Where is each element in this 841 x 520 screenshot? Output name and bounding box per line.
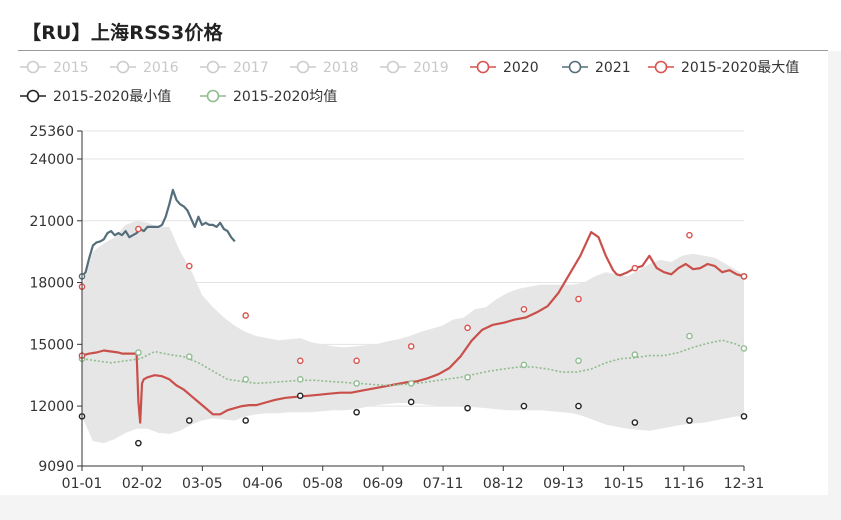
max-marker-11 (686, 231, 693, 239)
legend-item-7[interactable]: 2015-2020最大值 (648, 60, 799, 76)
legend-marker-2 (206, 60, 220, 74)
legend-label-6: 2021 (595, 60, 631, 76)
x-tick-label-8: 09-13 (543, 476, 584, 492)
legend-label-4: 2019 (413, 60, 449, 76)
bottom-margin (0, 495, 841, 520)
legend-marker-7 (654, 60, 668, 74)
legend-marker-4 (386, 60, 400, 74)
legend-item-2[interactable]: 2017 (200, 60, 269, 76)
legend-label-2: 2017 (233, 60, 269, 76)
legend-item-5[interactable]: 2020 (470, 60, 539, 76)
mean-marker-2 (186, 353, 193, 360)
mean-marker-4 (296, 376, 304, 383)
range-band (82, 220, 744, 444)
min-marker-7 (464, 404, 471, 412)
x-tick-label-11: 12-31 (724, 476, 765, 492)
mean-marker-3 (242, 376, 249, 383)
legend-label-8: 2015-2020最小值 (53, 89, 171, 105)
min-marker-4 (296, 392, 304, 400)
mean-marker-10 (631, 351, 639, 358)
y-tick-label-5: 24000 (29, 152, 74, 168)
max-marker-5 (353, 357, 360, 365)
y-tick-label-4: 21000 (29, 214, 74, 230)
legend-item-0[interactable]: 2015 (20, 60, 89, 76)
y-tick-label-3: 18000 (29, 276, 74, 292)
header: 【RU】上海RSS3价格 (0, 0, 841, 52)
max-marker-9 (575, 295, 582, 303)
legend-label-7: 2015-2020最大值 (681, 60, 799, 76)
min-marker-11 (686, 417, 693, 424)
series-line-1 (81, 188, 236, 278)
legend-label-9: 2015-2020均值 (233, 89, 337, 105)
legend-marker-1 (116, 60, 130, 74)
legend-item-4[interactable]: 2019 (380, 60, 449, 76)
y-tick-label-6: 25360 (29, 124, 74, 140)
legend-label-3: 2018 (323, 60, 359, 76)
legend-marker-8 (26, 89, 40, 103)
axes: 9090 12000 15000 18000 21000 24000 25360 01-01 0… (29, 124, 764, 492)
max-marker-7 (464, 324, 471, 332)
legend-marker-3 (296, 60, 310, 74)
x-tick-label-6: 07-11 (423, 476, 464, 492)
mean-marker-8 (520, 361, 528, 369)
y-tick-label-2: 15000 (29, 337, 74, 353)
legend-item-3[interactable]: 2018 (290, 60, 359, 76)
min-marker-12 (740, 413, 748, 420)
mean-marker-5 (353, 380, 360, 387)
max-marker-2 (186, 262, 193, 270)
mean-marker-7 (464, 373, 471, 381)
minmax-band (82, 220, 744, 444)
min-marker-6 (407, 398, 415, 406)
min-marker-5 (353, 408, 360, 416)
x-tick-label-1: 02-02 (122, 476, 163, 492)
x-tick-label-10: 11-16 (663, 476, 704, 492)
x-tick-label-4: 05-08 (302, 476, 343, 492)
legend-marker-0 (26, 60, 40, 74)
mean-marker-6 (407, 380, 415, 387)
legend-item-1[interactable]: 2016 (110, 60, 179, 76)
max-marker-3 (242, 312, 249, 319)
min-marker-8 (520, 402, 528, 410)
series-markers (78, 225, 748, 447)
legend-marker-9 (206, 89, 220, 103)
chart-legend: 2015 2016 2017 2018 2019 2020 2021 2015-2020最大值… (20, 60, 799, 105)
mean-marker-1 (135, 349, 142, 356)
legend-item-6[interactable]: 2021 (562, 60, 631, 76)
max-marker-8 (520, 306, 528, 313)
legend-label-0: 2015 (53, 60, 89, 76)
max-marker-6 (407, 343, 415, 350)
mean-marker-9 (575, 357, 582, 365)
max-marker-4 (296, 357, 304, 365)
legend-item-8[interactable]: 2015-2020最小值 (20, 89, 171, 105)
x-tick-label-3: 04-06 (242, 476, 283, 492)
legend-label-1: 2016 (143, 60, 179, 76)
series-lines (81, 188, 745, 424)
mean-marker-11 (686, 332, 693, 340)
x-tick-label-7: 08-12 (483, 476, 524, 492)
legend-item-9[interactable]: 2015-2020均值 (200, 89, 337, 105)
page-title: 【RU】上海RSS3价格 (22, 22, 223, 44)
min-marker-3 (242, 417, 249, 424)
legend-marker-6 (568, 60, 582, 74)
legend-marker-5 (476, 60, 490, 74)
max-marker-10 (631, 264, 639, 272)
right-margin (828, 51, 841, 495)
mean-marker-12 (740, 345, 748, 352)
legend-label-5: 2020 (503, 60, 539, 76)
min-marker-1 (135, 439, 142, 447)
title-divider (18, 50, 828, 51)
min-marker-9 (575, 402, 582, 410)
min-marker-2 (186, 417, 193, 424)
x-tick-label-5: 06-09 (363, 476, 404, 492)
y-tick-label-0: 9090 (38, 459, 74, 475)
y-tick-label-1: 12000 (29, 399, 74, 415)
max-marker-1 (135, 225, 142, 233)
x-tick-label-9: 10-15 (603, 476, 644, 492)
series-2020-end-marker (740, 273, 748, 280)
min-marker-10 (631, 419, 639, 426)
x-tick-label-2: 03-05 (182, 476, 223, 492)
x-tick-label-0: 01-01 (62, 476, 103, 492)
